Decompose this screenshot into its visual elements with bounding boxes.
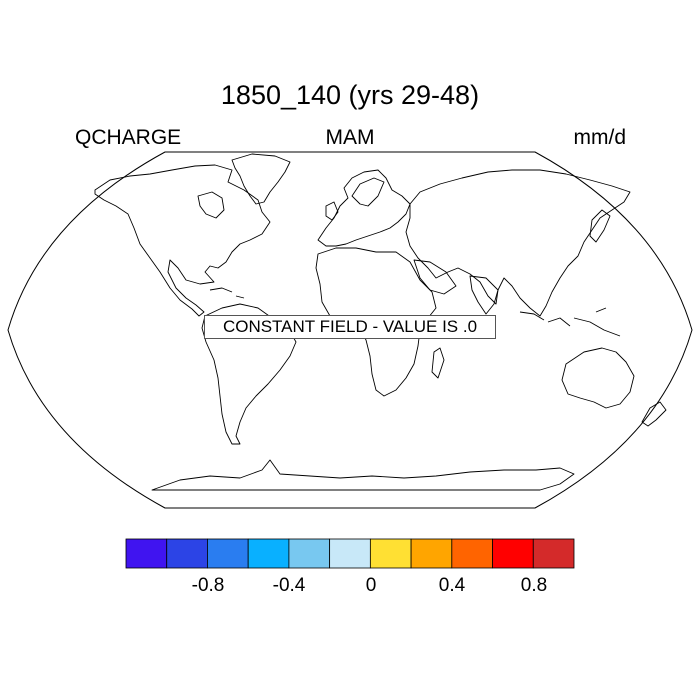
colorbar-swatch (532, 538, 575, 569)
colorbar-swatch (166, 538, 208, 569)
map-boundary (7, 151, 693, 509)
colorbar-tick-label: 0.8 (520, 575, 548, 596)
north-america-coast (94, 164, 271, 317)
colorbar-swatch (410, 538, 453, 569)
colorbar-swatch (207, 538, 249, 569)
season-label: MAM (325, 126, 375, 149)
scandinavia (351, 177, 385, 207)
constant-field-label: CONSTANT FIELD - VALUE IS .0 (204, 315, 496, 339)
colorbar-swatch (329, 538, 371, 569)
colorbar-swatch (369, 538, 412, 569)
colorbar-tick-label: 0 (365, 575, 377, 596)
colorbar-tick-label: 0.4 (438, 575, 466, 596)
variable-name: QCHARGE (75, 126, 182, 149)
plot-title: 1850_140 (yrs 29-48) (220, 80, 480, 110)
europe-coast (317, 169, 411, 247)
colorbar-swatch (492, 538, 534, 569)
southeast-asia-islands (519, 307, 621, 337)
colorbar-tick-label: -0.8 (191, 575, 225, 596)
greenland-coast (231, 153, 291, 205)
indian-subcontinent (469, 275, 499, 315)
colorbar-tick-label: -0.4 (272, 575, 306, 596)
asia-coast (405, 169, 631, 317)
hudson-bay (197, 191, 225, 219)
australia-coast (561, 347, 635, 409)
madagascar (431, 347, 445, 379)
arabian-peninsula (413, 259, 457, 295)
antarctica-coast (151, 459, 575, 491)
caribbean-islands (209, 287, 245, 299)
units-label: mm/d (573, 126, 627, 149)
colorbar-swatch (288, 538, 331, 569)
japan (589, 209, 611, 243)
new-zealand (641, 401, 667, 427)
colorbar-swatch (125, 538, 168, 569)
british-isles (325, 201, 339, 221)
colorbar-swatch (451, 538, 493, 569)
colorbar-swatch (247, 538, 290, 569)
